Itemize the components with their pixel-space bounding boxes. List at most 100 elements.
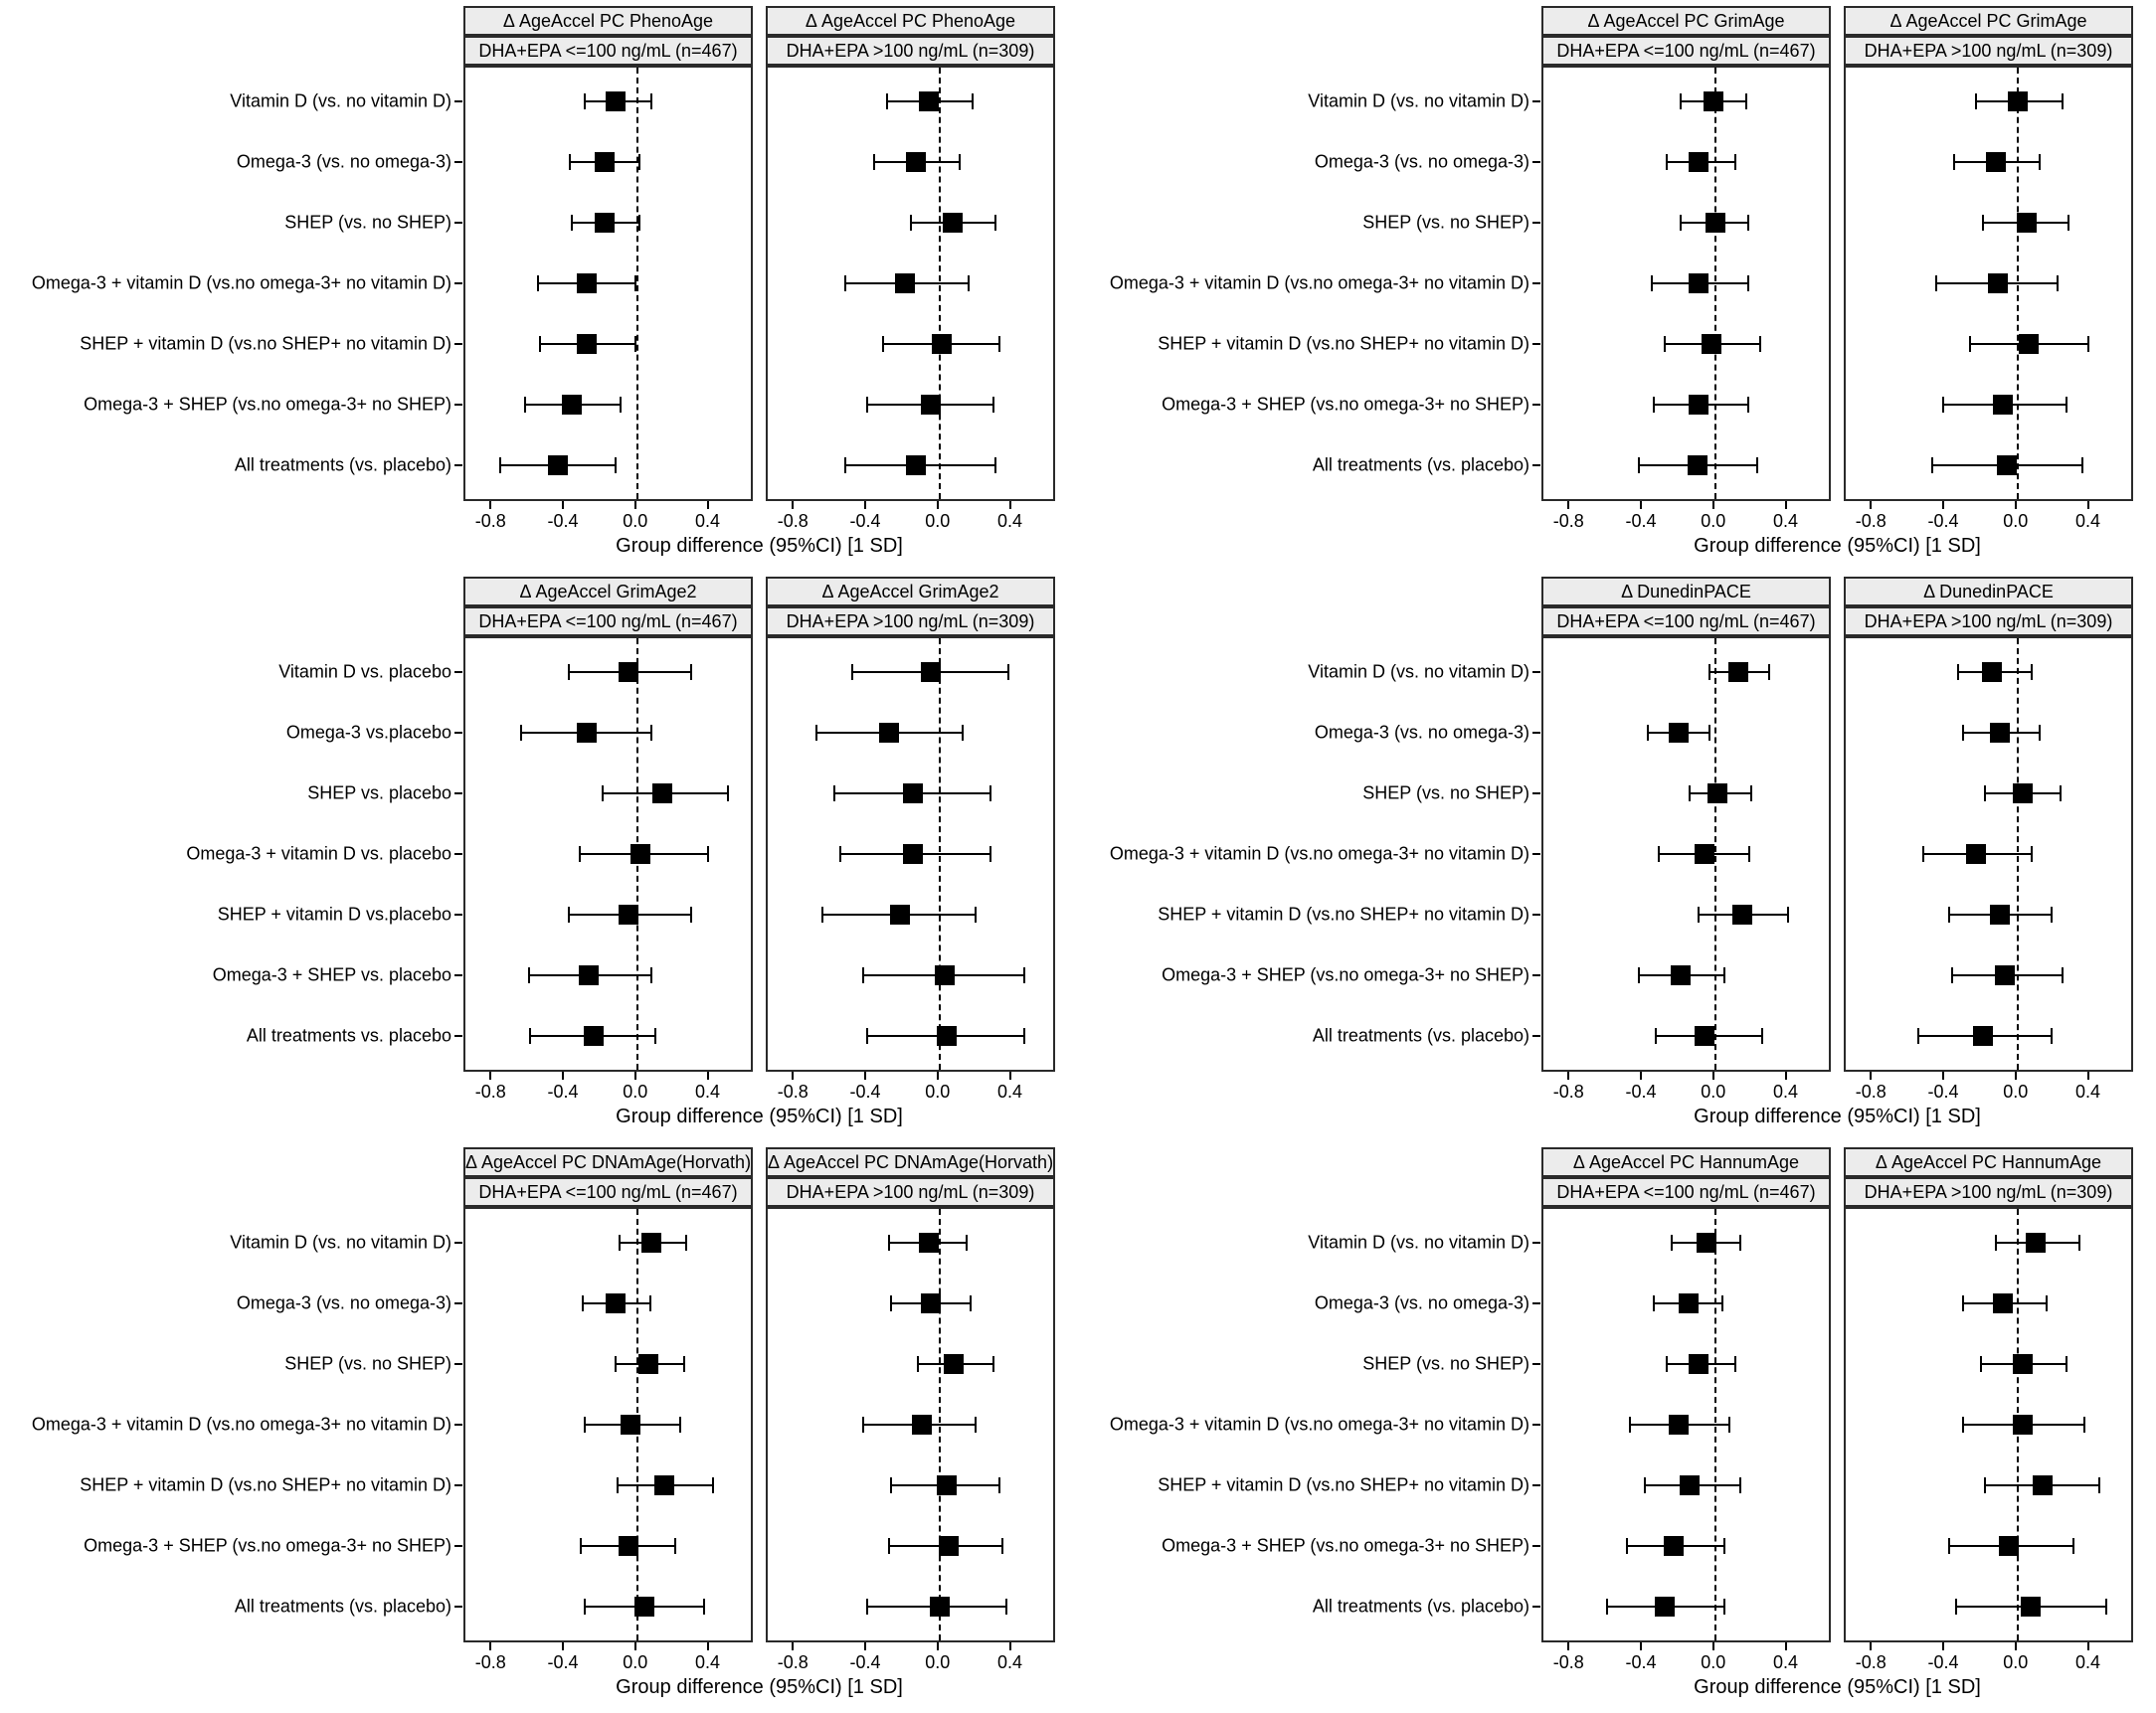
row-label: SHEP (vs. no SHEP) [284, 212, 451, 233]
category-tick [454, 282, 462, 284]
row-label: All treatments vs. placebo [246, 1025, 451, 1046]
point-estimate-marker [1732, 905, 1753, 925]
row-label: Omega-3 + vitamin D (vs.no omega-3+ no v… [1109, 272, 1529, 293]
x-tick-label: -0.4 [547, 1652, 579, 1672]
ci-cap [1982, 215, 1985, 231]
x-tick-mark [1711, 1642, 1714, 1650]
ci-cap [637, 154, 640, 170]
category-tick [454, 732, 462, 734]
x-tick-label: -0.4 [547, 511, 579, 531]
x-tick-label: 0.0 [925, 1082, 951, 1102]
category-tick [454, 161, 462, 163]
category-tick [1532, 100, 1540, 102]
row-label: Vitamin D vs. placebo [278, 661, 451, 682]
ci-cap [690, 664, 693, 680]
x-tick-label: 0.4 [1773, 1082, 1799, 1102]
point-estimate-marker [595, 213, 616, 233]
x-tick-label: -0.8 [1855, 1082, 1886, 1102]
ci-cap [1665, 154, 1668, 170]
x-tick-mark [792, 501, 795, 509]
category-tick [1532, 404, 1540, 406]
point-estimate-marker [920, 662, 941, 682]
row-label: SHEP (vs. no SHEP) [1362, 212, 1529, 233]
facet-subtitle-strip: DHA+EPA <=100 ng/mL (n=467) [1541, 1177, 1831, 1207]
ci-cap [679, 1417, 682, 1433]
x-tick-label: -0.4 [1625, 1652, 1657, 1672]
category-tick [454, 974, 462, 976]
row-label: Omega-3 (vs. no omega-3) [1314, 1292, 1529, 1313]
x-tick-label: 0.0 [623, 511, 648, 531]
ci-cap [2104, 1599, 2107, 1615]
point-estimate-marker [576, 273, 597, 293]
category-tick [1532, 222, 1540, 224]
ci-cap [1005, 1599, 1008, 1615]
point-estimate-marker [630, 844, 651, 864]
point-estimate-marker [1694, 1026, 1714, 1046]
ci-cap [844, 275, 847, 291]
point-estimate-marker [1989, 905, 2010, 925]
x-tick-label: -0.8 [777, 511, 808, 531]
category-tick [1532, 464, 1540, 466]
x-tick-label: -0.4 [849, 511, 881, 531]
ci-cap [1974, 93, 1977, 109]
chart-group-5: Vitamin D (vs. no vitamin D) Omega-3 (vs.… [1078, 1141, 2156, 1712]
ci-cap [703, 1599, 706, 1615]
x-tick-label: 0.0 [623, 1082, 648, 1102]
ci-cap [851, 664, 854, 680]
x-tick-mark [1870, 1072, 1873, 1080]
point-estimate-marker [637, 1354, 658, 1374]
category-tick [1532, 1242, 1540, 1244]
ci-cap [1652, 1295, 1655, 1311]
panel-title-strip: Δ AgeAccel PC HannumAge [1541, 1147, 1831, 1177]
ci-cap [916, 1356, 919, 1372]
point-estimate-marker [1965, 844, 1986, 864]
ci-cap [1954, 1599, 1957, 1615]
point-estimate-marker [634, 1597, 655, 1617]
ci-cap [1980, 1356, 1983, 1372]
point-estimate-marker [918, 91, 939, 111]
ci-cap [909, 215, 912, 231]
point-estimate-marker [1707, 783, 1727, 803]
category-tick [454, 1302, 462, 1304]
row-label: Omega-3 + vitamin D (vs.no omega-3+ no v… [31, 272, 451, 293]
point-estimate-marker [562, 395, 583, 415]
ci-cap [520, 725, 523, 741]
ci-cap [2051, 907, 2054, 923]
row-label: Omega-3 + SHEP (vs.no omega-3+ no SHEP) [1162, 1535, 1529, 1556]
x-tick-label: 0.4 [997, 1652, 1023, 1672]
ci-cap [1746, 215, 1749, 231]
ci-cap [1023, 1028, 1026, 1044]
chart-group-1: Vitamin D (vs. no vitamin D) Omega-3 (vs.… [1078, 0, 2156, 571]
row-label: Omega-3 (vs. no omega-3) [1314, 151, 1529, 172]
category-tick [1532, 792, 1540, 794]
ci-cap [616, 1477, 619, 1493]
ci-cap [1916, 1028, 1919, 1044]
point-estimate-marker [595, 152, 616, 172]
point-estimate-marker [929, 1597, 950, 1617]
point-estimate-marker [1689, 1354, 1709, 1374]
category-tick [454, 1606, 462, 1608]
category-tick [454, 100, 462, 102]
x-tick-mark [1567, 1072, 1570, 1080]
ci-cap [2056, 275, 2059, 291]
ci-cap [684, 1235, 687, 1251]
point-estimate-marker [547, 455, 568, 475]
point-estimate-marker [2007, 91, 2028, 111]
ci-cap [614, 1356, 617, 1372]
category-tick [1532, 343, 1540, 345]
ci-cap [637, 215, 640, 231]
point-estimate-marker [1669, 723, 1690, 743]
point-estimate-marker [1702, 334, 1722, 354]
x-axis-title: Group difference (95%CI) [1 SD] [616, 535, 903, 557]
point-estimate-marker [906, 152, 927, 172]
ci-cap [2038, 154, 2041, 170]
plot-panel [1844, 636, 2133, 1072]
x-tick-mark [562, 1642, 565, 1650]
x-tick-label: -0.8 [1855, 1652, 1886, 1672]
x-tick-mark [1711, 501, 1714, 509]
category-tick [1532, 1363, 1540, 1365]
point-estimate-marker [937, 1026, 958, 1046]
ci-cap [1605, 1599, 1608, 1615]
row-label: All treatments (vs. placebo) [1312, 1025, 1529, 1046]
x-tick-label: -0.8 [777, 1082, 808, 1102]
